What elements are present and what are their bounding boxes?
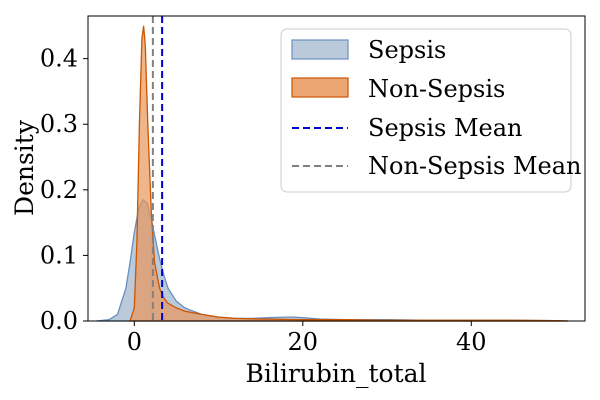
y-axis-ticks: 0.0 0.1 0.2 0.3 0.4 — [40, 45, 88, 335]
legend-box — [280, 28, 572, 193]
legend-swatch-sepsis — [291, 39, 349, 60]
x-tick-label: 40 — [456, 328, 487, 356]
density-areas — [96, 25, 569, 322]
x-axis-ticks: 0 20 40 — [127, 321, 487, 356]
legend: Sepsis Non-Sepsis Sepsis Mean Non-Sepsis… — [280, 28, 582, 193]
legend-swatch-non-sepsis — [291, 77, 349, 98]
plot-frame — [87, 15, 586, 322]
legend-label-non-sepsis: Non-Sepsis — [368, 75, 505, 103]
y-axis-label: Density — [10, 119, 39, 216]
legend-label-non-sepsis-mean: Non-Sepsis Mean — [368, 152, 582, 180]
y-tick-label: 0.4 — [40, 45, 78, 73]
y-tick-label: 0.3 — [40, 110, 78, 138]
mean-lines — [151, 16, 164, 321]
y-tick-label: 0.2 — [40, 176, 78, 204]
x-tick-label: 20 — [288, 328, 319, 356]
y-tick-label: 0.1 — [40, 241, 78, 269]
legend-label-sepsis-mean: Sepsis Mean — [368, 114, 523, 142]
density-area-non-sepsis — [129, 25, 569, 322]
x-tick-label: 0 — [127, 328, 142, 356]
legend-label-sepsis: Sepsis — [368, 36, 446, 64]
x-axis-label: Bilirubin_total — [245, 359, 426, 388]
y-tick-label: 0.0 — [40, 307, 78, 335]
